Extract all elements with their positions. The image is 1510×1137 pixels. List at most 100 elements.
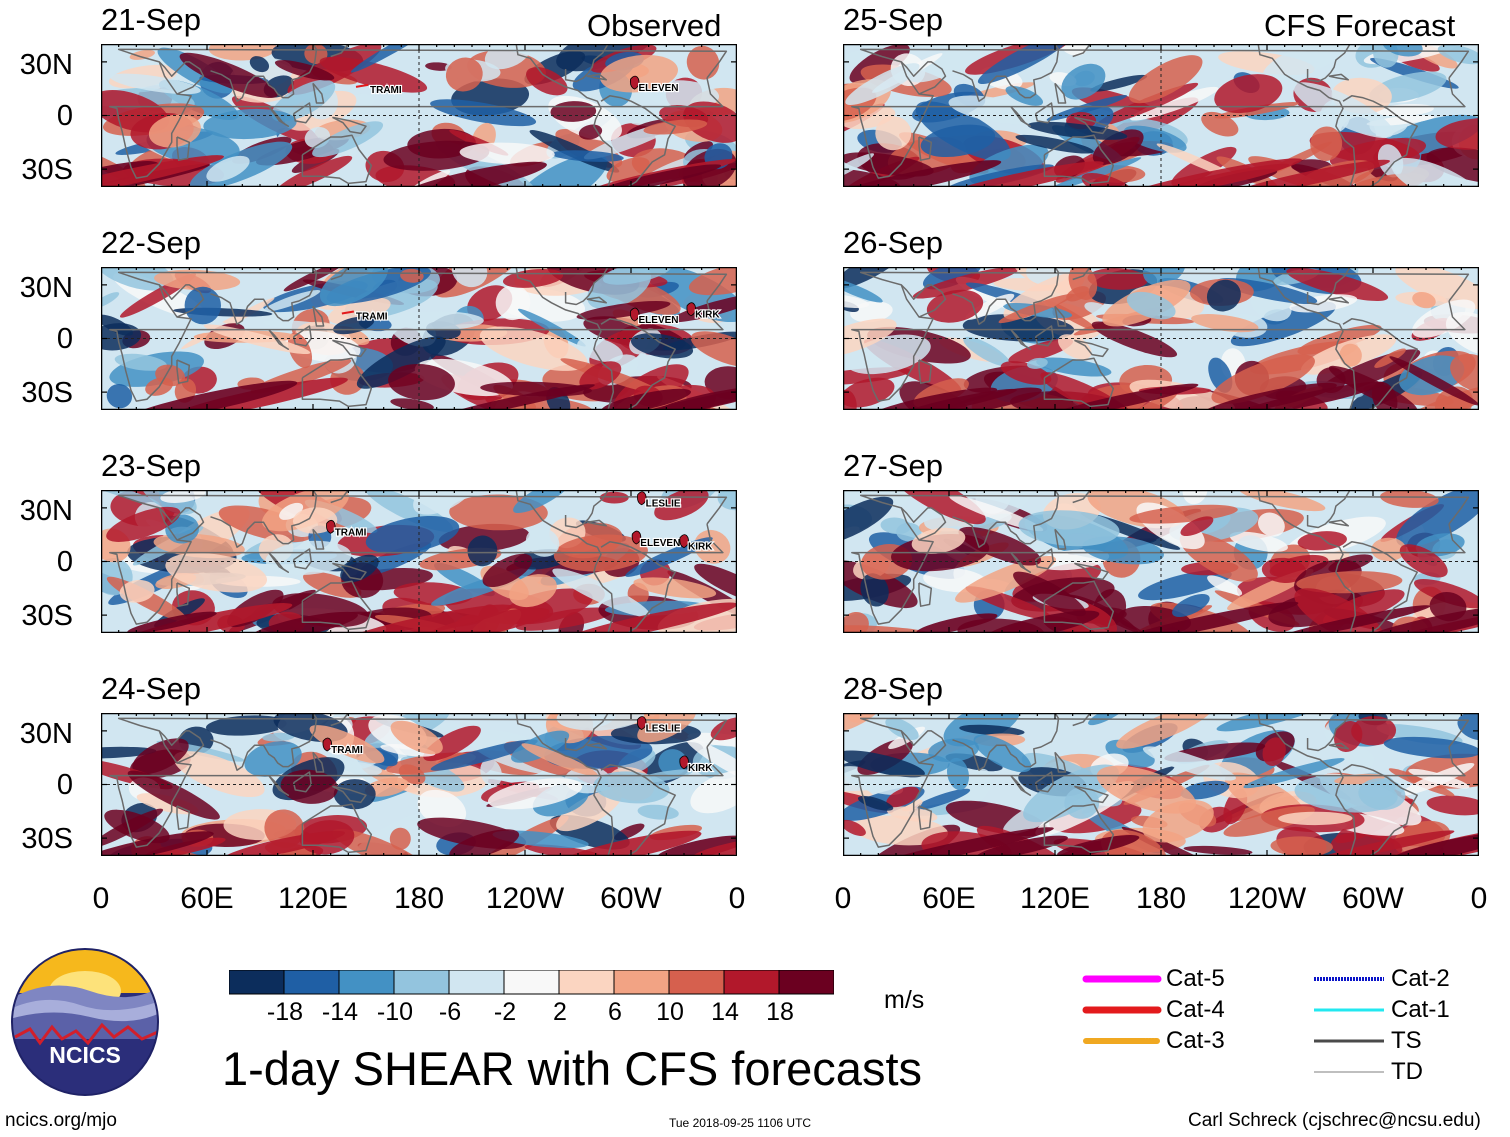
map-panel-forecast-1 xyxy=(843,44,1479,187)
colorbar-tick-label: 14 xyxy=(711,998,739,1026)
map-panel-forecast-3 xyxy=(843,490,1479,633)
colorbar xyxy=(229,970,834,995)
storm-track-marker xyxy=(341,310,355,315)
lon-label: 0 xyxy=(1470,882,1488,915)
lon-label: 60E xyxy=(180,882,234,915)
colorbar-box xyxy=(613,970,670,995)
storm-track-marker xyxy=(631,530,642,545)
lon-label: 120E xyxy=(277,882,349,915)
panel-date-label: 22-Sep xyxy=(101,225,201,260)
storm-label: ELEVEN xyxy=(640,538,680,549)
colorbar-box xyxy=(338,970,395,995)
storm-label: KIRK xyxy=(695,310,720,321)
colorbar-box xyxy=(283,970,340,995)
colorbar-tick-label: 2 xyxy=(553,998,567,1026)
map-panel-observed-4: LESLIE TRAMI KIRK xyxy=(101,713,737,856)
colorbar-box xyxy=(668,970,725,995)
lat-label-30n: 30N xyxy=(19,49,73,81)
forecast-column-title: CFS Forecast xyxy=(1264,8,1456,43)
map-panel-observed-3: LESLIE TRAMI ELEVEN KIRK xyxy=(101,490,737,633)
storm-label: TRAMI xyxy=(331,745,363,756)
lat-label-30n: 30N xyxy=(19,272,73,304)
lon-label: 0 xyxy=(92,882,110,915)
storm-label: TRAMI xyxy=(370,85,402,96)
storm-track-marker xyxy=(326,519,336,534)
legend-swatches-right xyxy=(1314,977,1384,1073)
storm-label: LESLIE xyxy=(646,724,681,735)
logo-text: NCICS xyxy=(49,1042,121,1068)
legend-label: Cat-4 xyxy=(1166,996,1225,1023)
lat-label-30s: 30S xyxy=(21,823,73,855)
storm-label: KIRK xyxy=(688,763,713,774)
colorbar-box xyxy=(503,970,560,995)
colorbar-tick-label: -14 xyxy=(321,998,359,1026)
panel-date-label: 21-Sep xyxy=(101,2,201,37)
lat-label-0: 0 xyxy=(56,769,73,801)
lon-label: 180 xyxy=(1135,882,1187,915)
legend-label: TS xyxy=(1391,1027,1422,1054)
storm-label: TRAMI xyxy=(356,312,388,323)
storm-track-marker xyxy=(679,755,689,770)
legend-label: Cat-1 xyxy=(1391,996,1450,1023)
storm-track-marker xyxy=(629,75,640,90)
lat-label-0: 0 xyxy=(56,323,73,355)
storm-label: ELEVEN xyxy=(639,315,679,326)
units-label: m/s xyxy=(884,986,925,1014)
lat-label-30s: 30S xyxy=(21,600,73,632)
footer-timestamp: Tue 2018-09-25 1106 UTC xyxy=(669,1116,812,1130)
lat-label-0: 0 xyxy=(56,100,73,132)
colorbar-box xyxy=(448,970,505,995)
storm-label: TRAMI xyxy=(335,527,367,538)
colorbar-tick-label: -2 xyxy=(493,998,517,1026)
legend-label: TD xyxy=(1391,1058,1423,1085)
footer-url: ncics.org/mjo xyxy=(5,1110,117,1131)
storm-track-marker xyxy=(322,737,333,752)
storm-track-marker xyxy=(679,534,689,549)
colorbar-box xyxy=(723,970,780,995)
colorbar-tick-label: -18 xyxy=(266,998,304,1026)
figure-title: 1-day SHEAR with CFS forecasts xyxy=(222,1042,922,1095)
lon-label: 60W xyxy=(1342,882,1404,915)
lat-label-30s: 30S xyxy=(21,377,73,409)
colorbar-box xyxy=(558,970,615,995)
map-panel-forecast-2 xyxy=(843,267,1479,410)
lon-label: 0 xyxy=(834,882,852,915)
panel-date-label: 26-Sep xyxy=(843,225,943,260)
colorbar-box xyxy=(778,970,834,995)
lat-label-0: 0 xyxy=(56,546,73,578)
storm-track-marker xyxy=(629,307,640,322)
panel-date-label: 28-Sep xyxy=(843,671,943,706)
lon-label: 0 xyxy=(728,882,746,915)
legend-label: Cat-5 xyxy=(1166,965,1225,992)
lon-label: 60W xyxy=(600,882,662,915)
storm-label: LESLIE xyxy=(646,499,681,510)
storm-track-marker xyxy=(637,716,647,730)
colorbar-tick-label: 6 xyxy=(608,998,622,1026)
panel-date-label: 23-Sep xyxy=(101,448,201,483)
lon-label: 180 xyxy=(393,882,445,915)
lat-label-30s: 30S xyxy=(21,154,73,186)
ncics-logo xyxy=(11,948,159,1096)
observed-column-title: Observed xyxy=(587,8,722,43)
lon-label: 60E xyxy=(922,882,976,915)
lon-label: 120W xyxy=(1227,882,1307,915)
colorbar-tick-label: -6 xyxy=(438,998,462,1026)
footer-credit: Carl Schreck (cjschrec@ncsu.edu) xyxy=(1188,1110,1481,1131)
map-panel-observed-2: TRAMI ELEVEN KIRK xyxy=(101,267,737,410)
storm-track-marker xyxy=(355,83,369,88)
colorbar-box xyxy=(393,970,450,995)
storm-label: KIRK xyxy=(688,542,713,553)
colorbar-tick-label: -10 xyxy=(376,998,414,1026)
panel-date-label: 27-Sep xyxy=(843,448,943,483)
panel-date-label: 25-Sep xyxy=(843,2,943,37)
map-panel-forecast-4 xyxy=(843,713,1479,856)
storm-track-marker xyxy=(637,491,647,506)
legend-label: Cat-2 xyxy=(1391,965,1450,992)
legend-label: Cat-3 xyxy=(1166,1027,1225,1054)
panel-date-label: 24-Sep xyxy=(101,671,201,706)
storm-label: ELEVEN xyxy=(639,83,679,94)
legend-swatches-left xyxy=(1082,975,1162,1044)
lon-label: 120W xyxy=(485,882,565,915)
colorbar-tick-label: 10 xyxy=(656,998,684,1026)
